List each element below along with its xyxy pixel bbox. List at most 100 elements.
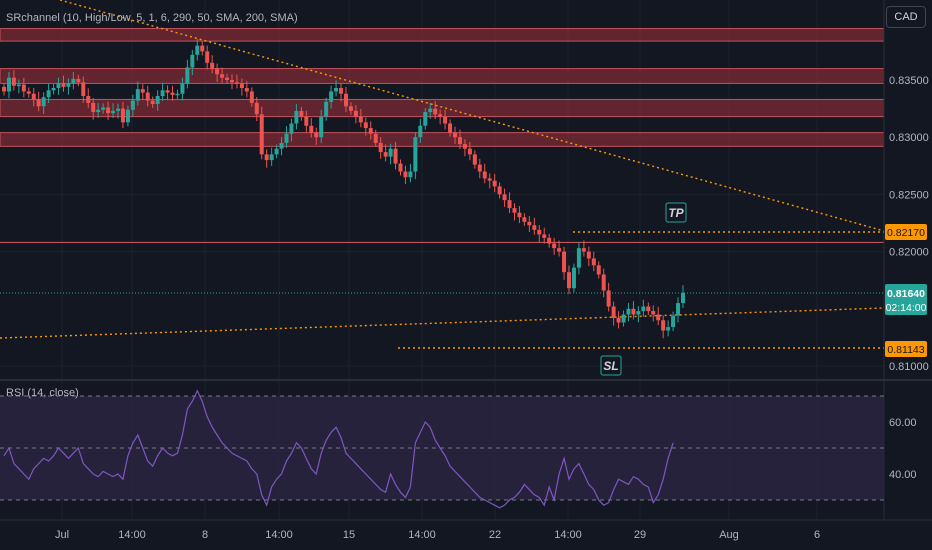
candle-body (120, 108, 125, 123)
candle-body (636, 311, 641, 315)
candle-body (185, 67, 190, 84)
candle-body (507, 200, 512, 209)
last-price-badge (885, 284, 927, 315)
candle-body (537, 229, 542, 235)
rsi-tick-label: 40.00 (889, 469, 917, 481)
candle-body (497, 186, 502, 195)
candle-body (661, 320, 666, 331)
sl-price-badge (885, 341, 927, 357)
candle-body (26, 91, 31, 94)
sr-zone (0, 68, 885, 84)
time-tick-label: Jul (55, 529, 69, 541)
candle-body (438, 114, 443, 117)
candle-body (552, 243, 557, 249)
candle-body (457, 137, 462, 145)
candle-body (6, 77, 11, 92)
candle-body (413, 137, 418, 172)
candle-body (596, 265, 601, 275)
currency-button[interactable]: CAD (886, 6, 926, 28)
candle-body (66, 83, 71, 87)
candle-body (567, 272, 572, 289)
candle-body (46, 90, 51, 98)
candle-body (571, 267, 576, 289)
candle-body (348, 106, 353, 111)
candle-body (522, 217, 527, 222)
candle-body (517, 212, 522, 218)
candle-body (200, 45, 205, 52)
candle-body (656, 314, 661, 321)
candle-body (586, 251, 591, 259)
candle-body (527, 221, 532, 226)
candle-body (215, 68, 220, 75)
candle-body (111, 110, 116, 114)
indicator-legend[interactable]: SRchannel (10, High/Low, 5, 1, 6, 290, 5… (6, 12, 298, 24)
time-tick-label: 14:00 (118, 529, 146, 541)
candle-body (408, 171, 413, 178)
candle-body (21, 84, 26, 92)
price-tick-label: 0.82000 (889, 247, 929, 259)
time-tick-label: Aug (719, 529, 739, 541)
candle-body (115, 108, 120, 111)
rsi-tick-label: 60.00 (889, 417, 917, 429)
candle-body (16, 84, 21, 87)
candle-body (91, 102, 96, 113)
candle-body (378, 142, 383, 153)
candle-body (145, 92, 150, 101)
candle-body (190, 54, 195, 68)
candle-body (254, 102, 259, 115)
candle-body (220, 74, 225, 78)
candle-body (368, 128, 373, 134)
candle-body (180, 83, 185, 94)
candle-body (284, 133, 289, 143)
candle-body (462, 144, 467, 149)
candle-body (234, 82, 239, 84)
candle-body (363, 122, 368, 129)
candle-body (125, 109, 130, 123)
tp-label-box (665, 202, 687, 223)
candle-body (443, 116, 448, 124)
candle-body (428, 108, 433, 113)
candle-body (676, 303, 681, 316)
candle-body (140, 89, 145, 93)
candle-body (666, 327, 671, 331)
candle-body (532, 225, 537, 230)
candle-body (611, 306, 616, 318)
candle-body (671, 315, 676, 328)
candle-body (205, 51, 210, 63)
candle-body (259, 114, 264, 155)
candle-body (353, 110, 358, 117)
candle-body (542, 234, 547, 238)
candle-body (76, 78, 81, 83)
rsi-legend[interactable]: RSI (14, close) (6, 387, 79, 399)
candle-body (264, 154, 269, 161)
candle-body (269, 154, 274, 161)
candle-body (398, 163, 403, 172)
candle-body (646, 306, 651, 312)
time-tick-label: 14:00 (265, 529, 293, 541)
last-price-value: 0.81640 (887, 288, 925, 300)
candle-body (314, 132, 319, 138)
candle-body (61, 83, 66, 87)
candle-body (482, 171, 487, 179)
candle-body (448, 123, 453, 133)
candle-body (581, 248, 586, 252)
sl-label-box (600, 355, 622, 376)
candle-body (334, 88, 339, 92)
candle-body (339, 88, 344, 94)
candle-body (403, 171, 408, 178)
candle-body (106, 107, 111, 114)
time-tick-label: 22 (489, 529, 501, 541)
candle-body (467, 148, 472, 155)
candle-body (195, 45, 200, 55)
candle-body (229, 80, 234, 83)
candle-body (304, 116, 309, 126)
candle-body (150, 100, 155, 105)
candle-body (170, 92, 175, 95)
candle-body (319, 116, 324, 138)
candle-body (56, 83, 61, 89)
time-tick-label: 8 (202, 529, 208, 541)
candle-body (324, 101, 329, 117)
candle-body (2, 86, 6, 92)
candle-body (487, 178, 492, 181)
